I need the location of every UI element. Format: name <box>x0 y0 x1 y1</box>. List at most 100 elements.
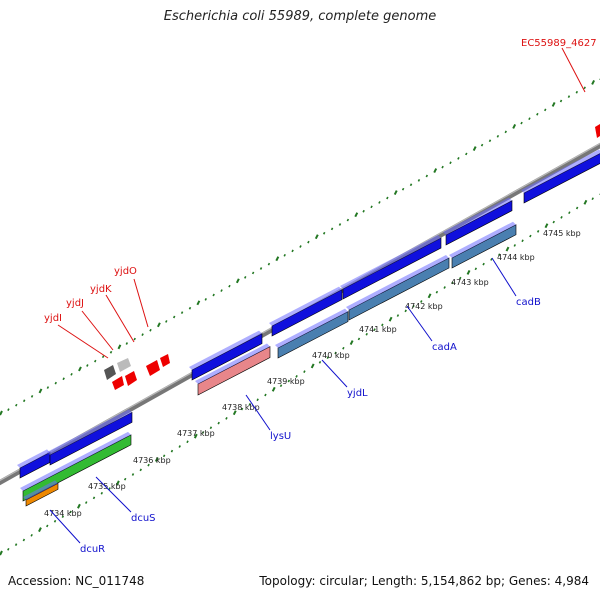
scale-tick-label: 4739 kbp <box>267 377 305 386</box>
upper-scale-tick <box>567 95 571 98</box>
small-gray-feature[interactable] <box>117 358 131 372</box>
upper-scale-tick <box>141 333 144 337</box>
gene-yjdL-bevel <box>275 308 348 348</box>
lower-scale-tick <box>443 286 446 289</box>
lower-scale-tick <box>14 543 18 547</box>
scale-tick-label: 4741 kbp <box>359 325 397 334</box>
upper-scale-tick <box>275 256 280 262</box>
upper-scale-tick <box>157 322 161 328</box>
lower-scale-tick <box>232 410 237 416</box>
lower-scale-tick <box>193 433 198 439</box>
small-gray-feature[interactable] <box>104 365 116 380</box>
upper-scale-tick <box>401 187 405 191</box>
upper-scale-tick <box>133 337 136 341</box>
lower-scale-tick <box>225 417 228 420</box>
scale-tick-label: 4735 kbp <box>88 482 126 491</box>
upper-scale-tick <box>330 227 334 231</box>
forward-gene-block-bevel <box>269 286 342 326</box>
label-cadA-leader <box>406 305 433 342</box>
lower-scale-tick <box>264 393 267 397</box>
upper-scale-tick <box>425 174 429 178</box>
upper-scale-tick <box>212 293 215 297</box>
lower-scale-tick <box>474 267 478 271</box>
lower-scale-tick <box>295 374 298 378</box>
upper-scale-tick <box>259 267 263 270</box>
label-yjdL: yjdL <box>347 388 368 399</box>
lower-scale-tick <box>178 445 181 448</box>
lower-scale-tick <box>303 370 306 374</box>
upper-scale-tick <box>354 212 359 218</box>
rna-yjdO[interactable] <box>160 354 170 367</box>
scale-tick-label: 4742 kbp <box>405 302 443 311</box>
upper-scale-tick <box>188 306 192 310</box>
forward-gene-block-bevel <box>17 449 50 468</box>
upper-scale-tick <box>465 152 468 156</box>
upper-scale-tick <box>520 121 523 125</box>
label-yjdJ-leader <box>81 310 114 351</box>
upper-scale-tick <box>386 196 389 200</box>
upper-scale-tick <box>559 99 563 103</box>
upper-scale-tick <box>125 342 129 345</box>
label-dcuS-leader <box>95 476 132 513</box>
upper-scale-tick <box>172 315 176 319</box>
upper-scale-tick <box>235 278 240 284</box>
lower-scale-tick <box>435 290 439 294</box>
upper-scale-tick <box>54 381 57 385</box>
lower-scale-tick <box>84 501 88 504</box>
scale-tick-label: 4740 kbp <box>312 351 350 360</box>
label-lysU: lysU <box>270 431 291 442</box>
rna-yjdI[interactable] <box>112 376 124 390</box>
gene-cadA[interactable] <box>348 257 450 321</box>
upper-scale-tick <box>575 90 579 94</box>
upper-scale-tick <box>228 284 231 288</box>
forward-gene-block[interactable] <box>191 333 263 381</box>
scale-tick-label: 4743 kbp <box>451 278 489 287</box>
rna-yjdK[interactable] <box>146 360 160 376</box>
forward-gene-EC55989_4627[interactable] <box>595 124 600 138</box>
upper-scale-tick <box>583 86 586 90</box>
lower-scale-tick <box>186 440 189 444</box>
lower-scale-tick <box>147 463 150 467</box>
scale-tick-label: 4734 kbp <box>44 509 82 518</box>
scale-tick-label: 4744 kbp <box>497 253 535 262</box>
lower-scale-tick <box>560 216 563 219</box>
forward-gene-block-bevel <box>443 197 512 235</box>
gene-cadB-bevel <box>449 221 516 258</box>
label-EC55989_4627-leader <box>561 47 586 93</box>
lower-scale-tick <box>482 262 485 266</box>
label-yjdL-leader <box>321 359 348 388</box>
upper-scale-tick <box>149 328 152 332</box>
lower-scale-tick <box>287 379 291 383</box>
label-cadB: cadB <box>516 297 541 308</box>
forward-gene-block[interactable] <box>523 152 600 204</box>
lower-scale-tick <box>552 220 555 224</box>
lower-scale-tick <box>69 510 72 514</box>
label-dcuR-leader <box>49 509 81 544</box>
gene-lysU[interactable] <box>197 346 271 396</box>
map-title: Escherichia coli 55989, complete genome <box>163 9 437 24</box>
upper-scale-tick <box>338 223 342 226</box>
upper-scale-tick <box>220 289 223 292</box>
lower-scale-tick <box>240 407 244 411</box>
gene-cadA-bevel <box>346 255 449 310</box>
upper-scale-tick <box>78 366 82 372</box>
forward-gene-block-bevel <box>340 235 441 289</box>
upper-scale-tick <box>480 143 484 147</box>
forward-gene-block[interactable] <box>49 411 133 466</box>
upper-scale-tick <box>62 377 65 381</box>
label-dcuR: dcuR <box>80 544 105 555</box>
lower-scale-tick <box>139 468 142 472</box>
rna-yjdJ[interactable] <box>125 371 137 386</box>
upper-scale-tick <box>314 234 319 240</box>
lower-scale-tick <box>100 491 104 495</box>
lower-scale-tick <box>46 524 49 528</box>
lower-scale-tick <box>505 246 510 252</box>
upper-scale-tick <box>544 108 547 112</box>
upper-scale-tick <box>417 179 421 182</box>
label-lysU-leader <box>245 394 271 431</box>
upper-scale-tick <box>441 165 444 169</box>
lower-scale-tick <box>7 547 10 551</box>
label-cadB-leader <box>491 257 517 297</box>
lower-scale-tick <box>381 323 384 327</box>
